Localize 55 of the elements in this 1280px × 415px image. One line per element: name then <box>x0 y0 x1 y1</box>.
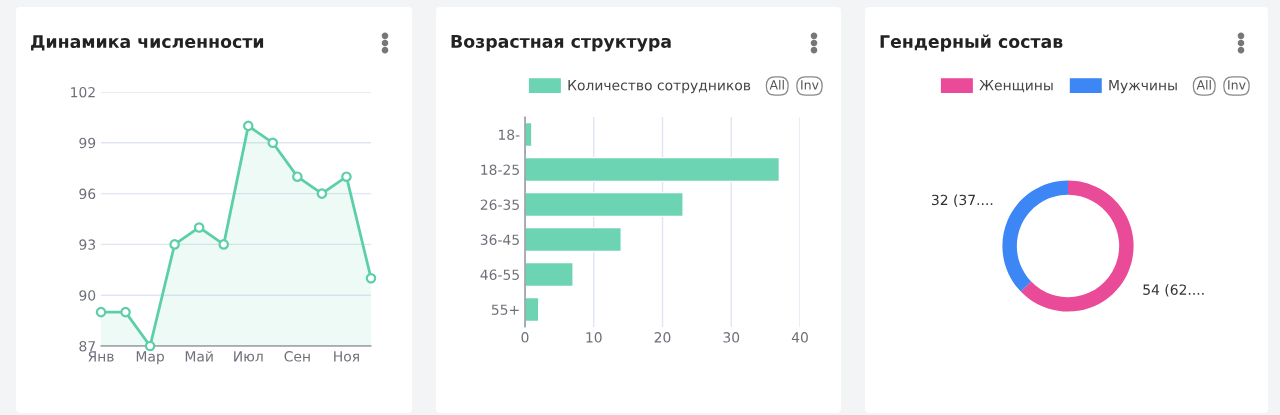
bar <box>525 296 540 323</box>
text: Inv <box>801 80 819 90</box>
point <box>292 171 303 182</box>
text: All <box>1196 79 1211 90</box>
data-label: 32 (37.... <box>931 194 993 207</box>
x-tick-label: 20 <box>654 332 671 343</box>
data-label: 54 (62.... <box>1143 284 1204 297</box>
y-tick-label: 96 <box>79 188 96 200</box>
point <box>120 306 131 318</box>
y-tick-label: 18- <box>498 129 520 140</box>
y-tick-label: 36-45 <box>480 234 519 245</box>
point <box>144 340 156 352</box>
point <box>95 306 107 318</box>
y-tick-label: 18-25 <box>481 164 519 175</box>
y-tick-label: 99 <box>79 137 96 149</box>
chart-title: Возрастная структура <box>451 35 671 52</box>
point <box>169 239 180 250</box>
x-tick-label: 0 <box>521 332 529 343</box>
point <box>193 222 205 233</box>
point <box>365 272 377 284</box>
bar <box>525 191 684 218</box>
legend-label: Женщины <box>979 80 1053 93</box>
y-tick-label: 46-55 <box>480 269 519 280</box>
y-tick-label: 26-35 <box>480 199 519 210</box>
x-tick-label: Янв <box>88 351 114 362</box>
x-tick-label: Мар <box>136 351 164 365</box>
bar <box>525 156 781 183</box>
y-tick-label: 93 <box>79 239 96 250</box>
point <box>341 171 352 182</box>
donut-slice <box>1020 180 1134 312</box>
bar <box>525 261 574 288</box>
chart-title: Гендерный состав <box>880 34 1063 52</box>
x-tick-label: 10 <box>586 332 602 343</box>
y-tick-label: 90 <box>79 290 96 301</box>
x-tick-label: 30 <box>723 332 740 343</box>
x-tick-label: Сен <box>284 351 310 362</box>
point <box>267 137 279 149</box>
legend-label: Мужчины <box>1109 80 1177 94</box>
text: All <box>769 79 784 90</box>
x-tick-label: Июл <box>234 351 263 362</box>
x-tick-label: 40 <box>791 332 808 343</box>
legend-label: Количество сотрудников <box>568 80 751 94</box>
y-tick-label: 87 <box>79 340 95 352</box>
x-tick-label: Ноя <box>334 351 359 362</box>
donut-slice <box>1002 180 1068 292</box>
y-tick-label: 55+ <box>491 304 519 315</box>
y-tick-label: 102 <box>71 86 95 98</box>
bar <box>525 226 622 253</box>
point <box>218 239 229 250</box>
chart-title: Динамика численности <box>31 35 264 51</box>
text: Inv <box>1228 80 1246 90</box>
point <box>243 120 254 132</box>
x-tick-label: Май <box>185 350 213 362</box>
bar <box>525 121 533 148</box>
point <box>316 188 328 199</box>
